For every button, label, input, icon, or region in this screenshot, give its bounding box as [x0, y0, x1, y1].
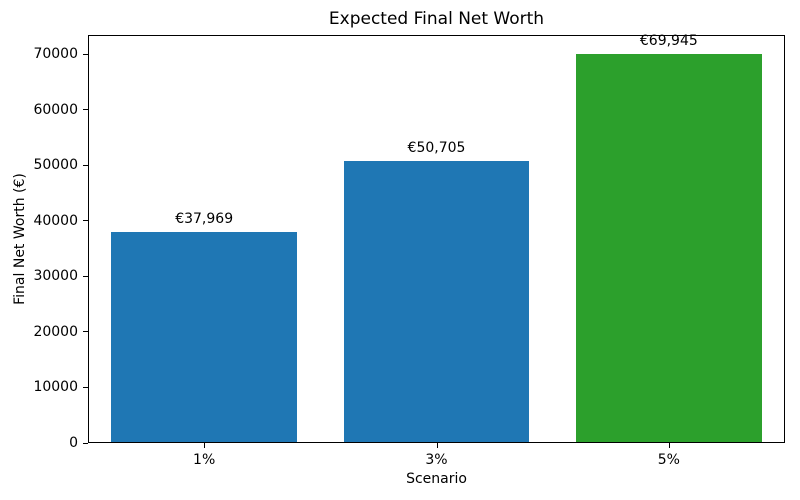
x-tick-mark [204, 443, 206, 448]
x-tick-mark [668, 443, 670, 448]
y-tick-label: 30000 [33, 268, 78, 285]
bar [111, 232, 298, 442]
x-axis-label: Scenario [406, 471, 467, 487]
y-tick-label: 20000 [33, 323, 78, 340]
x-tick-label: 1% [193, 452, 216, 468]
y-tick-mark [83, 442, 88, 444]
chart-title: Expected Final Net Worth [328, 9, 545, 29]
y-tick-label: 0 [69, 435, 78, 451]
bar [343, 161, 530, 442]
y-tick-label: 60000 [33, 101, 78, 118]
x-tick-label: 5% [657, 452, 680, 468]
bar [575, 54, 762, 442]
y-tick-label: 50000 [33, 157, 78, 174]
y-tick-mark [83, 220, 88, 222]
bar-value-label: €69,945 [639, 33, 698, 50]
y-tick-mark [83, 331, 88, 333]
y-tick-mark [83, 164, 88, 166]
y-tick-mark [83, 109, 88, 111]
y-tick-label: 10000 [33, 379, 78, 396]
y-axis-label: Final Net Worth (€) [12, 173, 28, 305]
y-tick-label: 40000 [33, 212, 78, 229]
x-tick-mark [436, 443, 438, 448]
y-tick-mark [83, 386, 88, 388]
x-tick-label: 3% [425, 452, 448, 468]
y-tick-mark [83, 275, 88, 277]
y-tick-label: 70000 [33, 46, 78, 63]
y-tick-mark [83, 53, 88, 55]
bar-value-label: €50,705 [407, 140, 466, 157]
bar-value-label: €37,969 [175, 211, 234, 228]
